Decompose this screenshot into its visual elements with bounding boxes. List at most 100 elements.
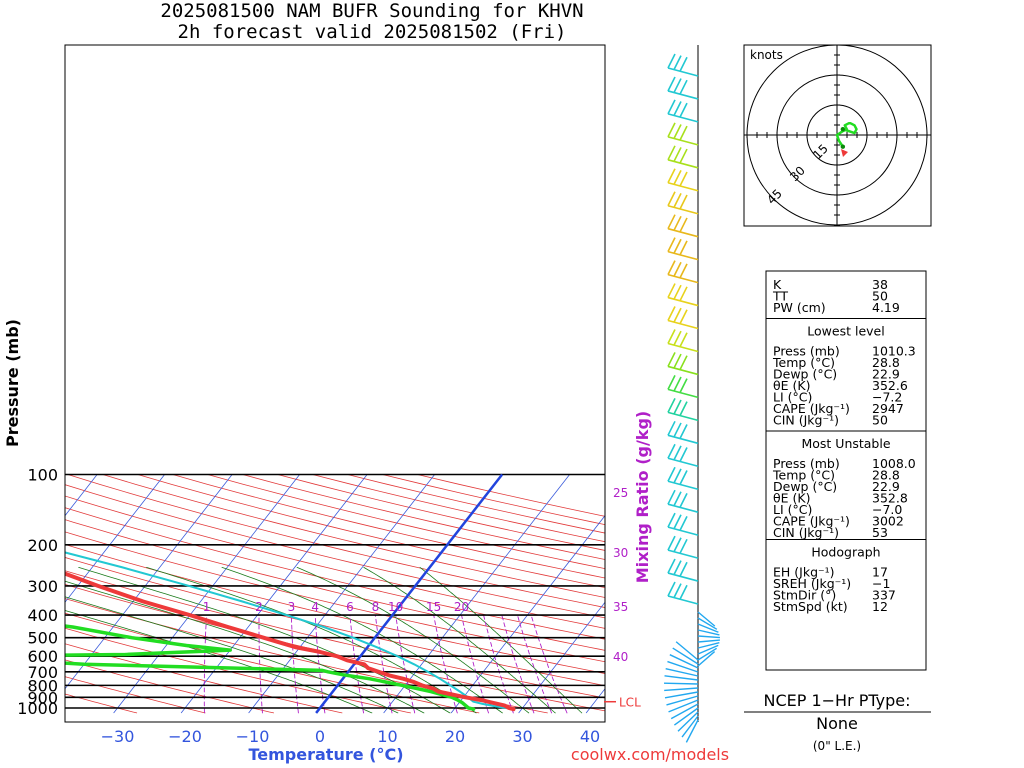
pressure-tick-label: 300 (27, 577, 58, 596)
wind-barb-feather (667, 535, 676, 551)
pressure-tick-label: 700 (27, 663, 58, 682)
wind-barb-feather (673, 238, 682, 254)
wind-barb-shaft (667, 113, 699, 123)
wind-barb-feather (679, 401, 688, 416)
pressure-tick-label: 800 (27, 676, 58, 695)
indices-frame (765, 270, 927, 671)
wind-barb-feather (667, 99, 676, 115)
isotherm (383, 474, 570, 714)
wind-barb (667, 191, 699, 215)
wind-barb-shaft (697, 639, 720, 643)
wind-barb-feather (679, 217, 688, 233)
dry-adiabat (67, 474, 605, 608)
mixing-ratio-label: 25 (613, 486, 628, 500)
mixing-ratio-label: 3 (288, 600, 296, 614)
index-label: θE (K) (773, 378, 810, 393)
wind-barb-feather (673, 147, 682, 162)
moist-adiabat (78, 567, 451, 714)
dry-adiabat (65, 584, 605, 712)
wind-barb-feather (679, 309, 688, 325)
wind-barb-shaft (697, 641, 720, 649)
wind-barb-feather (673, 560, 682, 576)
isotherm (450, 515, 605, 714)
wind-barb-feather (673, 307, 682, 323)
wind-barb-feather (667, 581, 676, 597)
wind-barb (667, 489, 699, 513)
wind-barb-feather (673, 193, 682, 208)
wind-barb-shaft (675, 641, 699, 661)
wind-barb-shaft (664, 682, 699, 685)
wind-barb-shaft (664, 675, 699, 681)
isotherms (0, 474, 605, 714)
index-label: Temp (°C) (772, 468, 835, 483)
wind-barb-shaft (667, 388, 699, 399)
wind-barb-feather (679, 263, 688, 279)
index-value: 1008.0 (872, 456, 916, 471)
wind-barb-feather (679, 171, 688, 187)
index-value: 28.8 (872, 468, 900, 483)
index-value: 337 (872, 588, 896, 603)
index-label: StmDir (°) (773, 588, 836, 603)
wind-barb (667, 512, 699, 536)
temperature-tick-label: −30 (101, 727, 135, 746)
index-label: PW (cm) (773, 300, 826, 315)
pressure-tick-label: 400 (27, 606, 58, 625)
wind-barb-shaft (677, 711, 699, 732)
y-axis-label: Pressure (mb) (3, 319, 22, 447)
index-label: SREH (Jkg⁻¹) (773, 576, 851, 591)
index-label: Dewp (°C) (773, 479, 837, 494)
wind-barb-feather (673, 514, 682, 530)
dry-adiabat (65, 484, 605, 619)
wind-barb-shaft (670, 703, 699, 720)
wind-barb-shaft (667, 159, 699, 169)
dry-adiabat (65, 519, 605, 651)
indices-panel: K 38 TT 50 PW (cm) 4.19 Lowest level Press (mb)… (765, 270, 927, 671)
wind-barb-feather (673, 491, 682, 507)
moist-adiabat (65, 580, 425, 714)
wind-barb-shaft (667, 457, 699, 468)
wind-barb-feather (673, 55, 682, 70)
wind-barb-shaft (667, 319, 699, 330)
wind-barb (667, 53, 699, 77)
wind-barb (667, 558, 699, 582)
hodograph-point (840, 144, 846, 149)
index-label: LI (°C) (773, 390, 812, 405)
wind-barb-feather (667, 191, 676, 207)
wind-barb (667, 306, 699, 330)
index-label: CIN (Jkg⁻¹) (773, 525, 839, 540)
pressure-tick-label: 1000 (17, 699, 58, 718)
moist-adiabat (363, 567, 556, 714)
wind-barb-feather (679, 56, 688, 72)
wind-barb (667, 375, 699, 399)
index-value: −1 (872, 576, 890, 591)
mixing-ratio-label: 2 (255, 600, 263, 614)
index-label: EH (Jkg⁻¹) (773, 565, 835, 580)
index-value: 2947 (872, 401, 904, 416)
temperature-tick-label: 10 (377, 727, 397, 746)
temperature-tick-labels: −30 −20 −10 0 10 20 30 40 (101, 727, 601, 746)
wind-barb-feather (673, 399, 682, 415)
dry-adiabat (172, 474, 605, 579)
mixing-ratio-label: 1 (203, 600, 211, 614)
wind-barb-feather (673, 468, 682, 484)
wind-barb-feather (679, 286, 688, 302)
isotherm (0, 475, 30, 713)
wind-barb-feather (667, 53, 676, 69)
wind-barb-feather (667, 397, 676, 413)
wind-barb-shaft (697, 635, 720, 639)
wind-barb-shaft (697, 629, 720, 636)
wind-barb (667, 466, 699, 490)
index-value: 22.9 (872, 479, 900, 494)
temperature-line (65, 571, 516, 712)
wind-barb-shaft (667, 411, 699, 422)
wind-barb-feather (679, 355, 688, 371)
pressure-tick-label: 200 (27, 536, 58, 555)
wind-barb (667, 420, 699, 445)
dry-adiabat (65, 676, 206, 714)
index-value: 50 (872, 413, 888, 428)
index-label: Press (mb) (773, 456, 840, 471)
hodograph-point (840, 126, 846, 132)
wind-barb-shaft (667, 503, 699, 513)
index-value: 38 (872, 277, 888, 292)
